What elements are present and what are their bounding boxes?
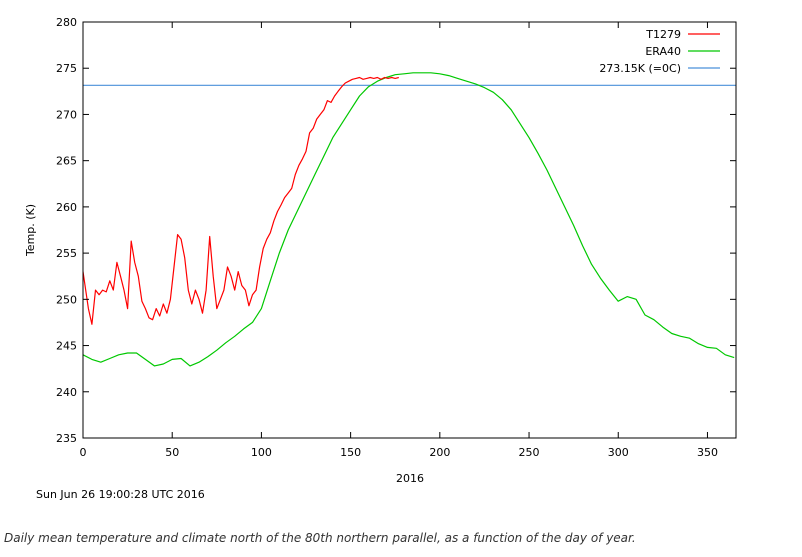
chart: 0 50 100 150 200 250 300 350 235 240 245 250 255 260 2… bbox=[24, 16, 737, 485]
y-tick-label: 235 bbox=[56, 432, 77, 445]
legend: T1279 ERA40 273.15K (=0C) bbox=[599, 28, 720, 75]
y-tick-label: 260 bbox=[56, 201, 77, 214]
y-tick-label: 250 bbox=[56, 293, 77, 306]
figure-caption: Daily mean temperature and climate north… bbox=[4, 531, 636, 545]
x-tick-label: 200 bbox=[429, 446, 450, 459]
legend-label: 273.15K (=0C) bbox=[599, 62, 681, 75]
x-tick-label: 150 bbox=[340, 446, 361, 459]
series-layer bbox=[83, 72, 736, 367]
y-tick-label: 245 bbox=[56, 340, 77, 353]
y-tick-label: 240 bbox=[56, 386, 77, 399]
x-tick-label: 50 bbox=[165, 446, 179, 459]
plot-border bbox=[82, 21, 737, 439]
y-tick-label: 265 bbox=[56, 155, 77, 168]
legend-label: ERA40 bbox=[645, 45, 681, 58]
ticks-layer: 0 50 100 150 200 250 300 350 235 240 245 250 255 260 2… bbox=[56, 16, 736, 459]
y-tick-label: 275 bbox=[56, 62, 77, 75]
y-tick-label: 255 bbox=[56, 247, 77, 260]
legend-label: T1279 bbox=[645, 28, 681, 41]
x-axis-label: 2016 bbox=[396, 472, 424, 485]
x-tick-label: 0 bbox=[80, 446, 87, 459]
y-tick-label: 270 bbox=[56, 108, 77, 121]
y-axis-label: Temp. (K) bbox=[24, 204, 37, 257]
timestamp: Sun Jun 26 19:00:28 UTC 2016 bbox=[36, 488, 205, 501]
series-line-1 bbox=[83, 72, 735, 367]
x-tick-label: 300 bbox=[608, 446, 629, 459]
x-tick-label: 350 bbox=[697, 446, 718, 459]
y-tick-label: 280 bbox=[56, 16, 77, 29]
series-line-0 bbox=[83, 76, 399, 325]
x-tick-label: 100 bbox=[251, 446, 272, 459]
x-tick-label: 250 bbox=[519, 446, 540, 459]
plot-area bbox=[83, 22, 736, 438]
